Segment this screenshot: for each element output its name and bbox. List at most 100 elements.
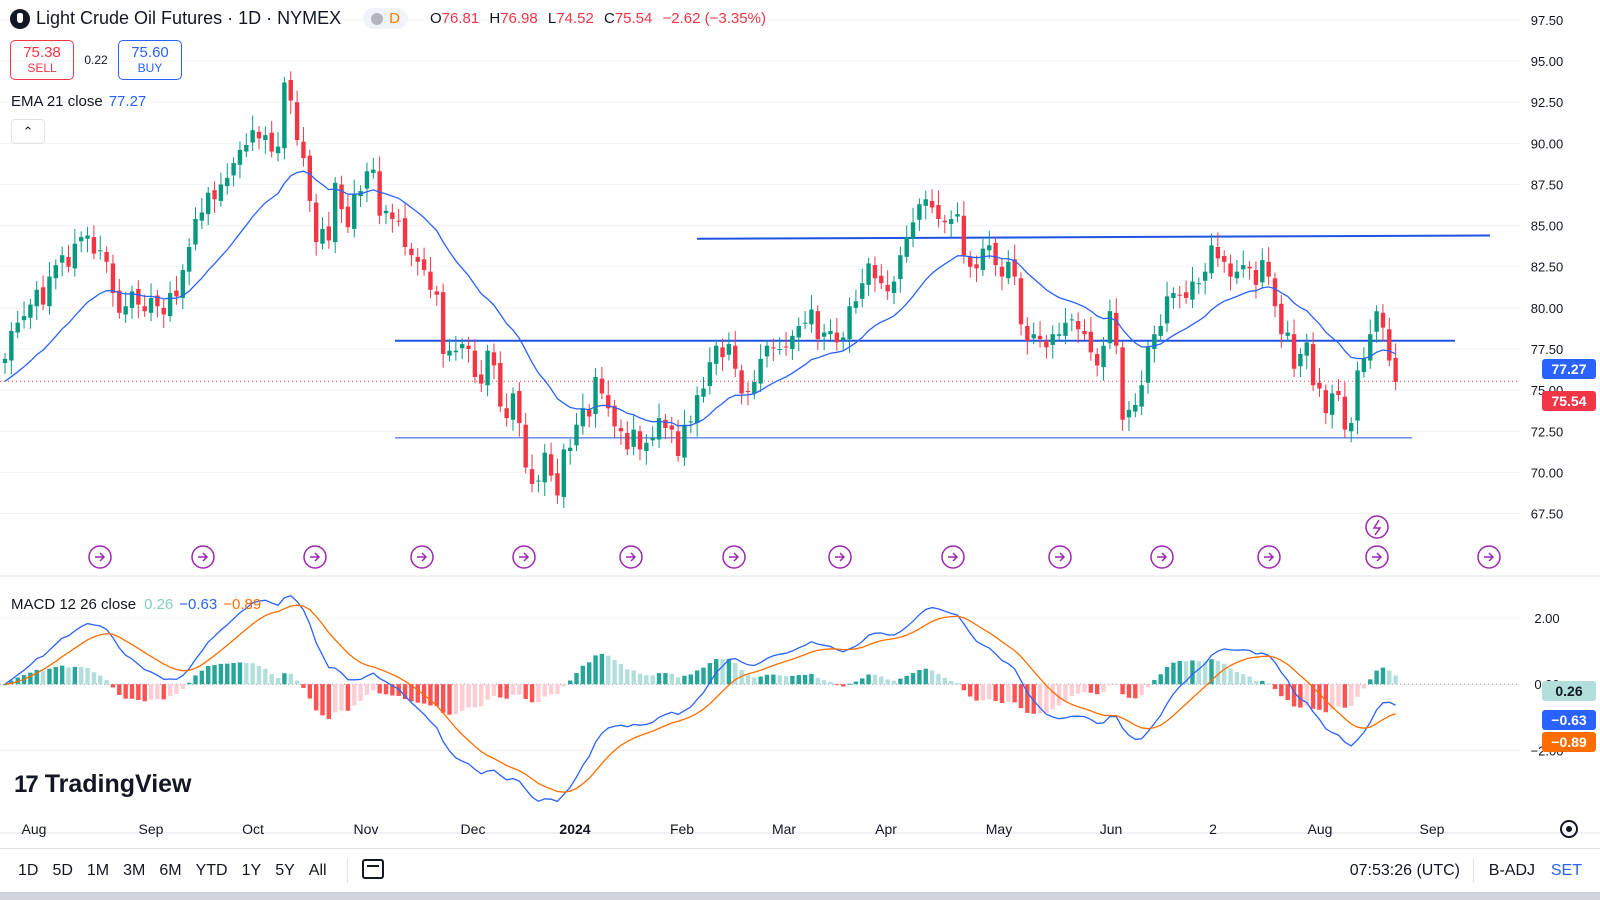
macd-histogram-bar [841, 684, 846, 687]
candle-body [866, 263, 871, 285]
macd-histogram-bar [1298, 684, 1303, 708]
macd-histogram-bar [847, 683, 852, 685]
sell-price: 75.38 [23, 44, 61, 61]
macd-histogram-bar [1164, 667, 1170, 685]
range-1y[interactable]: 1Y [241, 862, 262, 879]
range-1m[interactable]: 1M [86, 862, 110, 879]
range-6m[interactable]: 6M [159, 862, 182, 879]
event-arrow-icon [1372, 552, 1383, 562]
gear-icon[interactable] [1560, 820, 1578, 838]
spread-value: 0.22 [84, 53, 108, 67]
sell-button[interactable]: 75.38 SELL [10, 40, 74, 80]
toolbar-divider [347, 859, 348, 883]
macd-histogram-bar [1031, 684, 1036, 714]
event-arrow-icon [729, 552, 740, 562]
macd-histogram-bar [390, 684, 395, 696]
back-adjust-toggle[interactable]: B-ADJ [1488, 862, 1535, 879]
candle-body [555, 473, 560, 496]
candle-body [352, 194, 357, 229]
macd-histogram-bar [606, 655, 611, 685]
candle-body [828, 330, 833, 335]
macd-histogram-bar [1349, 684, 1354, 707]
candle-body [771, 347, 776, 349]
macd-histogram-bar [866, 674, 871, 685]
macd-histogram-bar [1279, 684, 1284, 697]
event-arrow-icon [1157, 552, 1168, 562]
range-5d[interactable]: 5D [52, 862, 73, 879]
candle-body [104, 251, 109, 262]
macd-histogram-bar [1247, 676, 1252, 685]
macd-histogram-bar [796, 675, 801, 685]
macd-histogram-bar [263, 668, 268, 685]
dividend-event-icon [1257, 545, 1281, 569]
range-3m[interactable]: 3M [123, 862, 146, 879]
ohlc-readout: O76.81 H76.98 L74.52 C75.54 −2.62 (−3.35… [430, 10, 772, 27]
range-ytd[interactable]: YTD [195, 862, 228, 879]
symbol-title[interactable]: Light Crude Oil Futures · 1D · NYMEX [36, 8, 342, 28]
macd-histogram-bar [815, 677, 820, 685]
macd-histogram-bar [1355, 684, 1360, 697]
macd-histogram-bar [40, 670, 46, 685]
macd-legend[interactable]: MACD 12 26 close 0.26 −0.63 −0.89 [11, 596, 261, 613]
candle-body [40, 287, 46, 305]
candle-body [1114, 312, 1119, 346]
macd-histogram-bar [326, 684, 332, 719]
close-value: 75.54 [614, 10, 653, 27]
candle-body [1088, 331, 1094, 353]
candle-body [15, 322, 20, 333]
macd-histogram-bar [593, 655, 598, 685]
buy-button[interactable]: 75.60 BUY [118, 40, 182, 80]
candle-body [847, 306, 852, 340]
candle-body [1361, 358, 1367, 373]
macd-histogram-bar [1082, 684, 1087, 693]
candle-body [1272, 278, 1278, 307]
candle-body [1177, 294, 1182, 296]
calendar-icon[interactable] [362, 859, 384, 879]
macd-histogram-bar [237, 662, 243, 685]
range-1d[interactable]: 1D [18, 862, 39, 879]
macd-histogram-bar [1234, 672, 1240, 685]
range-all[interactable]: All [308, 862, 327, 879]
candle-body [390, 212, 395, 220]
candle-body [929, 200, 935, 208]
candle-body [599, 378, 605, 394]
macd-histogram-bar [1272, 684, 1278, 690]
time-axis-label: Sep [138, 821, 164, 837]
tradingview-logo[interactable]: 17 TradingView [14, 770, 192, 799]
collapse-legend-button[interactable]: ⌃ [11, 119, 45, 144]
utc-clock[interactable]: 07:53:26 (UTC) [1349, 862, 1460, 879]
candle-body [402, 218, 408, 247]
sell-label: SELL [27, 61, 57, 75]
settlement-toggle[interactable]: SET [1550, 862, 1582, 879]
candle-body [142, 306, 147, 312]
candle-body [1190, 281, 1195, 300]
candle-body [491, 352, 497, 366]
macd-histogram-bar [85, 667, 90, 685]
dividend-event-icon [941, 545, 965, 569]
macd-histogram-bar [555, 684, 560, 695]
macd-histogram-bar [726, 658, 732, 685]
macd-histogram-bar [802, 674, 808, 685]
dividend-event-icon [191, 545, 215, 569]
macd-histogram-bar [1380, 667, 1386, 685]
candle-body [517, 390, 522, 424]
macd-histogram-bar [631, 670, 636, 685]
range-5y[interactable]: 5Y [275, 862, 295, 879]
candle-body [948, 219, 954, 224]
chevron-up-icon: ⌃ [22, 124, 34, 139]
market-status-badge[interactable]: D [363, 8, 408, 29]
candle-body [237, 149, 243, 165]
ema-legend[interactable]: EMA 21 close 77.27 [11, 93, 146, 110]
macd-histogram-bar [872, 674, 878, 685]
candle-body [1044, 340, 1049, 348]
macd-histogram-bar [453, 684, 459, 715]
symbol-header[interactable]: Light Crude Oil Futures · 1D · NYMEX D O… [10, 8, 772, 29]
macd-histogram-bar [421, 684, 427, 704]
macd-histogram-bar [307, 684, 312, 699]
macd-histogram-bar [199, 670, 205, 685]
macd-histogram-bar [936, 674, 941, 685]
macd-histogram-bar [1241, 674, 1246, 685]
macd-histogram-bar [1120, 684, 1125, 695]
macd-histogram-bar [1171, 662, 1176, 685]
